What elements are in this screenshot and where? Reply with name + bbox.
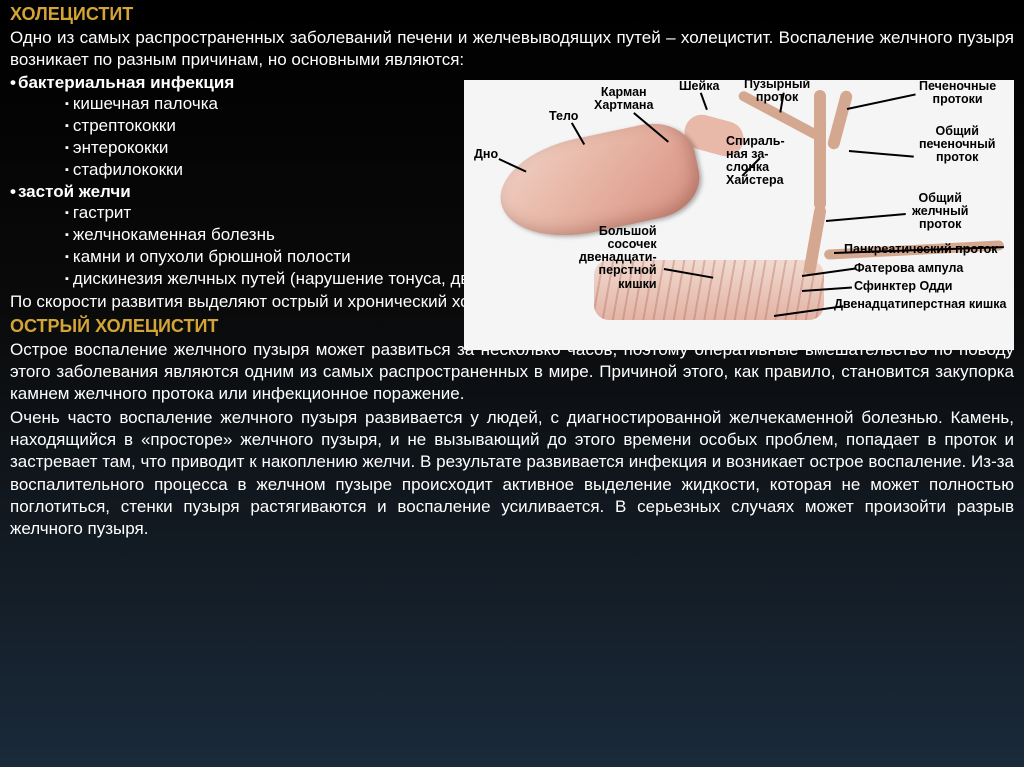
label-papilla: Большойсосочекдвенадцати-перстнойкишки: [579, 225, 657, 291]
label-vater: Фатерова ампула: [854, 262, 963, 275]
label-spiral: Спираль-ная за-слонкаХайстера: [726, 135, 785, 188]
label-dno: Дно: [474, 148, 498, 161]
label-duodenum: Двенадцатиперстная кишка: [834, 298, 1006, 311]
label-hepatic-ducts: Печеночныепротоки: [919, 80, 996, 106]
label-puz-protok: Пузырныйпроток: [744, 78, 810, 104]
gallbladder-diagram: Шейка КарманХартмана Тело Дно Пузырныйпр…: [464, 80, 1014, 350]
label-sheika: Шейка: [679, 80, 719, 93]
acute-para-2: Очень часто воспаление желчного пузыря р…: [10, 407, 1014, 540]
label-karman: КарманХартмана: [594, 86, 653, 112]
label-telo: Тело: [549, 110, 578, 123]
title-cholecystitis: ХОЛЕЦИСТИТ: [10, 4, 1014, 25]
label-pancreatic: Панкреатический проток: [844, 243, 998, 256]
label-common-bile: Общийжелчныйпроток: [912, 192, 968, 231]
intro-paragraph: Одно из самых распространенных заболеван…: [10, 27, 1014, 71]
label-common-hepatic: Общийпеченочныйпроток: [919, 125, 995, 164]
label-oddi: Сфинктер Одди: [854, 280, 952, 293]
